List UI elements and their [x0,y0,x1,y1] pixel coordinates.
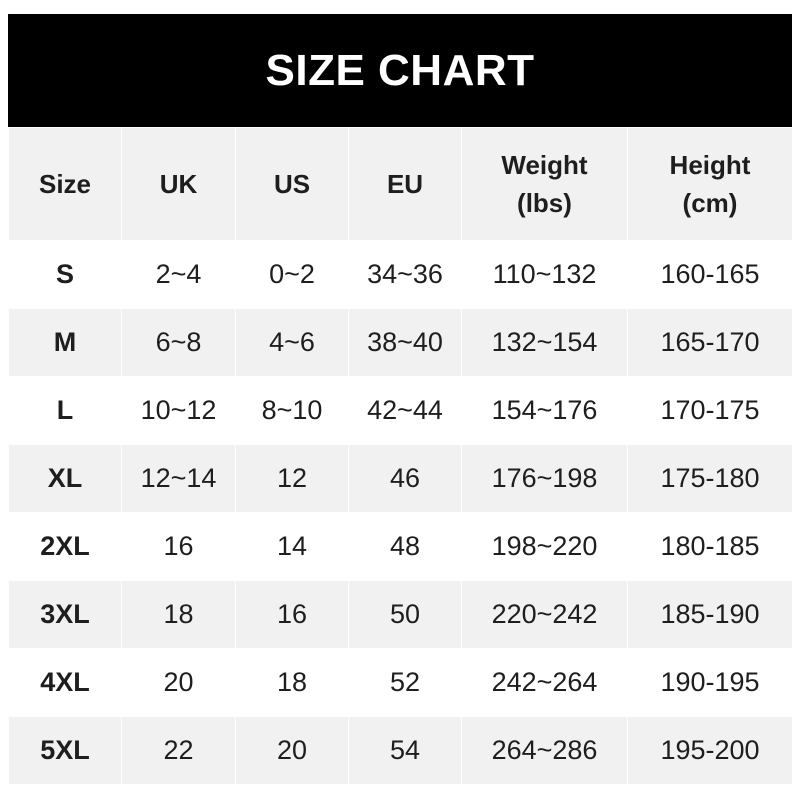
cell-size: XL [8,444,122,513]
cell-eu: 38~40 [348,308,462,377]
cell-us: 14 [235,512,349,581]
cell-height: 170-175 [627,376,793,445]
cell-height: 175-180 [627,444,793,513]
size-table: Size UK US EU Weight (lbs) Height (cm) S 2~4 0~… [8,127,793,785]
cell-uk: 20 [121,648,236,717]
cell-uk: 12~14 [121,444,236,513]
cell-height: 165-170 [627,308,793,377]
table-row: 5XL 22 20 54 264~286 195-200 [8,716,793,785]
cell-weight: 154~176 [461,376,628,445]
table-row: S 2~4 0~2 34~36 110~132 160-165 [8,240,793,309]
table-row: 3XL 18 16 50 220~242 185-190 [8,580,793,649]
cell-us: 8~10 [235,376,349,445]
cell-us: 4~6 [235,308,349,377]
cell-size: M [8,308,122,377]
cell-size: S [8,240,122,309]
cell-us: 12 [235,444,349,513]
cell-height: 160-165 [627,240,793,309]
cell-size: L [8,376,122,445]
cell-eu: 42~44 [348,376,462,445]
column-header-eu: EU [348,127,462,241]
cell-weight: 242~264 [461,648,628,717]
cell-weight: 132~154 [461,308,628,377]
column-header-size: Size [8,127,122,241]
table-row: 2XL 16 14 48 198~220 180-185 [8,512,793,581]
cell-us: 18 [235,648,349,717]
column-header-uk: UK [121,127,236,241]
header-row: Size UK US EU Weight (lbs) Height (cm) [8,127,793,241]
table-row: M 6~8 4~6 38~40 132~154 165-170 [8,308,793,377]
cell-uk: 10~12 [121,376,236,445]
cell-uk: 6~8 [121,308,236,377]
cell-uk: 18 [121,580,236,649]
cell-uk: 2~4 [121,240,236,309]
cell-eu: 54 [348,716,462,785]
cell-height: 185-190 [627,580,793,649]
cell-us: 0~2 [235,240,349,309]
cell-us: 20 [235,716,349,785]
cell-eu: 52 [348,648,462,717]
cell-eu: 46 [348,444,462,513]
cell-us: 16 [235,580,349,649]
size-chart-title: SIZE CHART [8,14,792,127]
column-header-weight: Weight (lbs) [461,127,628,241]
cell-weight: 220~242 [461,580,628,649]
column-header-us: US [235,127,349,241]
cell-size: 5XL [8,716,122,785]
cell-weight: 198~220 [461,512,628,581]
cell-weight: 110~132 [461,240,628,309]
cell-height: 195-200 [627,716,793,785]
cell-weight: 264~286 [461,716,628,785]
table-row: XL 12~14 12 46 176~198 175-180 [8,444,793,513]
cell-size: 2XL [8,512,122,581]
table-row: L 10~12 8~10 42~44 154~176 170-175 [8,376,793,445]
cell-height: 180-185 [627,512,793,581]
cell-weight: 176~198 [461,444,628,513]
cell-height: 190-195 [627,648,793,717]
cell-eu: 48 [348,512,462,581]
cell-size: 3XL [8,580,122,649]
cell-eu: 34~36 [348,240,462,309]
column-header-height: Height (cm) [627,127,793,241]
cell-uk: 16 [121,512,236,581]
cell-uk: 22 [121,716,236,785]
table-row: 4XL 20 18 52 242~264 190-195 [8,648,793,717]
cell-size: 4XL [8,648,122,717]
cell-eu: 50 [348,580,462,649]
